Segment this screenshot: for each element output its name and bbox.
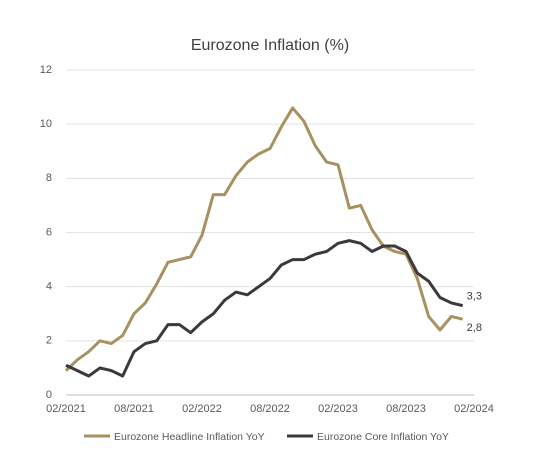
legend-label: Eurozone Core Inflation YoY (317, 431, 449, 443)
series-line (65, 239, 464, 378)
data-label: 3,3 (467, 291, 482, 303)
chart-title: Eurozone Inflation (%) (191, 37, 349, 54)
y-tick-label: 12 (40, 64, 52, 76)
x-tick-label: 02/2024 (454, 403, 494, 415)
legend-label: Eurozone Headline Inflation YoY (114, 431, 265, 443)
x-tick-label: 08/2023 (386, 403, 426, 415)
x-tick-label: 02/2023 (318, 403, 358, 415)
y-tick-label: 0 (46, 389, 52, 401)
x-tick-label: 08/2022 (250, 403, 290, 415)
y-tick-label: 2 (46, 335, 52, 347)
y-tick-label: 6 (46, 226, 52, 238)
y-tick-label: 8 (46, 172, 52, 184)
series-line (64, 106, 464, 372)
data-label: 2,8 (467, 322, 482, 334)
x-tick-label: 02/2021 (46, 403, 86, 415)
y-tick-label: 4 (46, 281, 52, 293)
x-tick-label: 08/2021 (114, 403, 154, 415)
x-tick-label: 02/2022 (182, 403, 222, 415)
y-tick-label: 10 (40, 118, 52, 130)
